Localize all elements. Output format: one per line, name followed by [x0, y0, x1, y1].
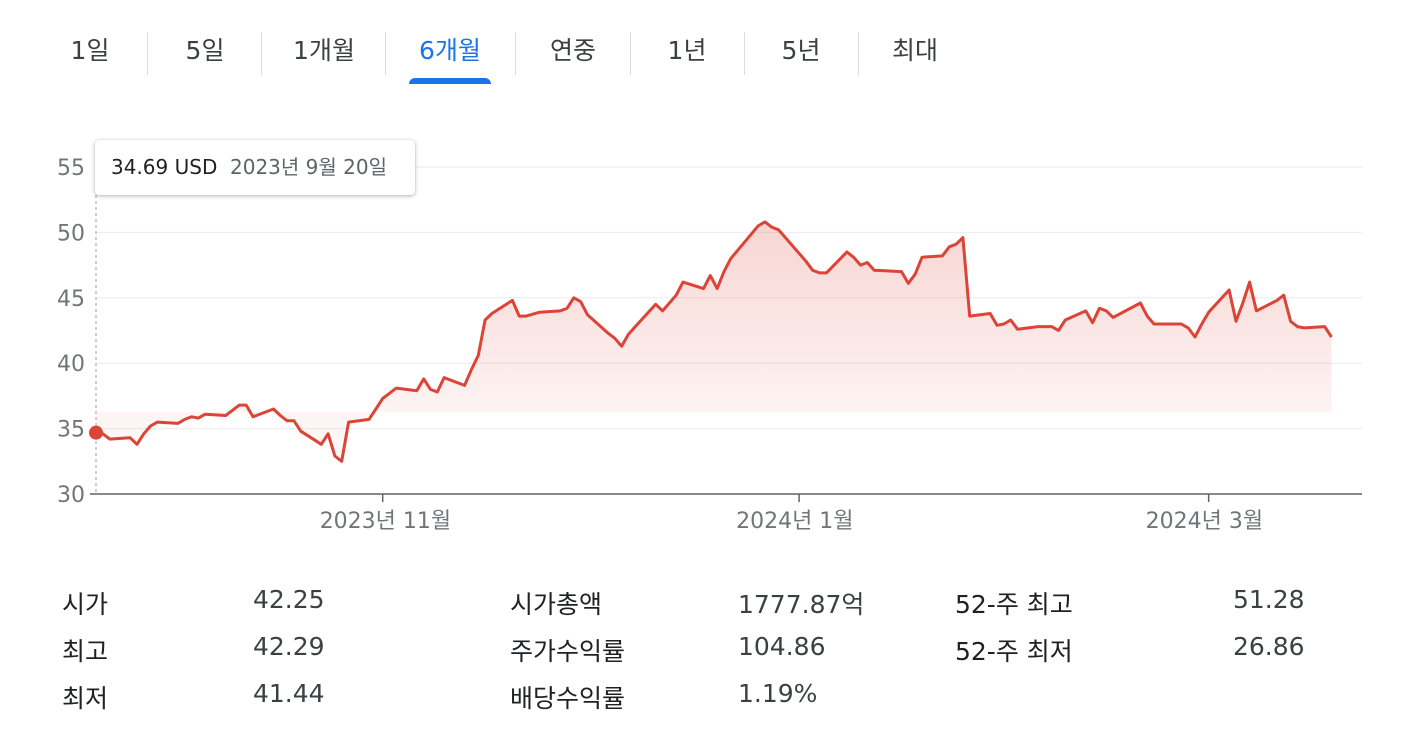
tab-divider	[858, 32, 859, 75]
range-tabs: 1일 5일 1개월 6개월 연중 1년 5년 최대	[32, 22, 992, 84]
stat-label-low: 최저	[62, 684, 109, 713]
tab-divider	[261, 32, 262, 75]
tooltip-date: 2023년 9월 20일	[230, 155, 387, 179]
tab-label: 5년	[781, 36, 821, 65]
tab-divider	[630, 32, 631, 75]
stat-label-pe-ratio: 주가수익률	[510, 637, 626, 666]
tab-max[interactable]: 최대	[880, 22, 950, 84]
y-axis: 30 35 40 45 50 55	[57, 156, 85, 508]
stat-value-low: 41.44	[253, 679, 325, 708]
tooltip-price: 34.69 USD	[111, 155, 218, 179]
tab-label: 1년	[667, 36, 707, 65]
stat-value-open: 42.25	[253, 585, 325, 614]
tab-1y[interactable]: 1년	[654, 22, 720, 84]
tab-5d[interactable]: 5일	[172, 22, 238, 84]
tab-divider	[385, 32, 386, 75]
tab-ytd[interactable]: 연중	[537, 22, 609, 84]
tab-5y[interactable]: 5년	[768, 22, 834, 84]
price-area	[96, 221, 1332, 462]
hover-point	[89, 425, 103, 440]
stat-label-52w-high: 52-주 최고	[955, 590, 1073, 619]
tab-1m[interactable]: 1개월	[282, 22, 366, 84]
y-tick-label: 50	[57, 221, 85, 246]
stat-label-market-cap: 시가총액	[510, 590, 603, 619]
x-axis: 2023년 11월 2024년 1월 2024년 3월	[320, 494, 1263, 534]
stat-value-52w-low: 26.86	[1233, 632, 1305, 661]
price-tooltip: 34.69 USD 2023년 9월 20일	[95, 140, 415, 195]
tab-divider	[515, 32, 516, 75]
tab-label: 연중	[549, 36, 596, 65]
tab-label: 5일	[185, 36, 225, 65]
tab-label: 6개월	[419, 36, 481, 65]
stat-value-52w-high: 51.28	[1233, 585, 1305, 614]
tab-divider	[147, 32, 148, 75]
key-stats: 시가 42.25 최고 42.29 최저 41.44 시가총액 1777.87억…	[0, 575, 1404, 725]
price-line	[95, 220, 1333, 463]
y-tick-label: 45	[57, 287, 85, 312]
stat-label-open: 시가	[62, 590, 109, 619]
tab-label: 1일	[70, 36, 110, 65]
tab-label: 최대	[891, 36, 938, 65]
tab-1d[interactable]: 1일	[57, 22, 123, 84]
x-tick-label: 2023년 11월	[320, 509, 451, 534]
active-tab-indicator	[409, 78, 491, 84]
stat-value-high: 42.29	[253, 632, 325, 661]
tab-6m[interactable]: 6개월	[409, 22, 491, 84]
stat-label-dividend-yield: 배당수익률	[510, 684, 626, 713]
stat-value-dividend-yield: 1.19%	[738, 679, 818, 708]
stat-label-high: 최고	[62, 637, 109, 666]
x-tick-label: 2024년 3월	[1146, 509, 1263, 534]
y-tick-label: 35	[57, 418, 85, 443]
tab-divider	[744, 32, 745, 75]
y-tick-label: 40	[57, 352, 85, 377]
tab-label: 1개월	[293, 36, 355, 65]
stat-value-market-cap: 1777.87억	[738, 590, 865, 619]
stat-label-52w-low: 52-주 최저	[955, 637, 1073, 666]
y-tick-label: 55	[57, 156, 85, 181]
y-tick-label: 30	[57, 483, 85, 508]
stat-value-pe-ratio: 104.86	[738, 632, 826, 661]
x-tick-label: 2024년 1월	[736, 509, 853, 534]
